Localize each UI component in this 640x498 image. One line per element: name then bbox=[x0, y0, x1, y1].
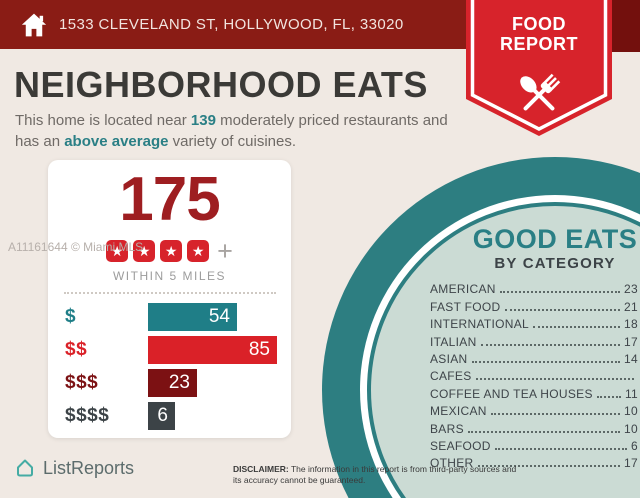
category-row: COFFEE AND TEA HOUSES 11 bbox=[430, 383, 638, 401]
category-leader bbox=[499, 291, 621, 294]
brand-name: ListReports bbox=[43, 457, 135, 478]
mls-watermark: A11161644 © Miami MLS bbox=[8, 240, 144, 254]
category-label: SEAFOOD bbox=[430, 438, 491, 453]
category-row: OTHER 17 bbox=[430, 453, 638, 470]
category-label: ASIAN bbox=[430, 351, 468, 366]
bar: 6 bbox=[148, 402, 175, 430]
category-value: 11 bbox=[624, 386, 638, 401]
category-label: OTHER bbox=[430, 456, 474, 471]
category-leader bbox=[480, 343, 621, 346]
restaurant-count-inline: 139 bbox=[190, 112, 216, 129]
disclaimer-text: The information in this report is from t… bbox=[233, 464, 517, 486]
bar-label: $$$ bbox=[65, 372, 99, 393]
category-row: SEAFOOD 6 bbox=[430, 436, 638, 453]
category-list: AMERICAN 23 FAST FOOD 21 INTERNATIONAL 18 ITAL… bbox=[430, 279, 638, 470]
category-label: COFFEE AND TEA HOUSES bbox=[430, 386, 593, 401]
bar-value: 85 bbox=[248, 339, 270, 360]
disclaimer-label: DISCLAIMER: bbox=[233, 464, 289, 474]
category-label: ITALIAN bbox=[430, 334, 477, 349]
category-leader bbox=[475, 378, 634, 381]
category-row: ITALIAN 17 bbox=[430, 331, 638, 349]
category-leader bbox=[504, 308, 621, 311]
bar-label: $ bbox=[65, 306, 77, 327]
category-label: FAST FOOD bbox=[430, 299, 501, 314]
plus-icon: + bbox=[217, 236, 233, 266]
bar: 23 bbox=[148, 369, 197, 397]
category-value: 21 bbox=[624, 299, 638, 314]
home-icon bbox=[21, 13, 47, 36]
star-icon: ★ bbox=[106, 240, 129, 262]
bar-row: $54 bbox=[65, 303, 291, 331]
category-row: AMERICAN 23 bbox=[430, 279, 638, 296]
category-label: CAFES bbox=[430, 369, 472, 384]
good-eats-title: GOOD EATS bbox=[472, 224, 638, 254]
brand-logo: ListReports bbox=[14, 457, 134, 479]
category-label: AMERICAN bbox=[430, 282, 496, 297]
header-address: 1533 CLEVELAND ST, HOLLYWOOD, FL, 33020 bbox=[59, 16, 404, 33]
bar-label: $$ bbox=[65, 339, 88, 360]
bar-label: $$$$ bbox=[65, 405, 110, 426]
star-icon: ★ bbox=[160, 240, 183, 262]
category-row: BARS 10 bbox=[430, 418, 638, 436]
price-bar-chart: $54 $$ 85 $$$ 23 $$$$ 6 bbox=[48, 303, 291, 430]
category-value: 10 bbox=[624, 404, 638, 419]
category-leader bbox=[533, 326, 621, 329]
page-subtitle: This home is located near 139 moderately… bbox=[15, 112, 448, 150]
category-label: INTERNATIONAL bbox=[430, 317, 530, 332]
page-title: NEIGHBORHOOD EATS bbox=[14, 64, 428, 105]
category-value: 23 bbox=[624, 282, 638, 297]
category-leader bbox=[596, 395, 621, 398]
ribbon-title-line1: FOOD bbox=[512, 14, 566, 34]
food-report-ribbon: FOOD REPORT bbox=[466, 0, 612, 136]
bar-value: 6 bbox=[157, 405, 168, 426]
radius-caption: WITHIN 5 MILES bbox=[112, 269, 226, 283]
category-leader bbox=[467, 430, 621, 433]
bar-value: 54 bbox=[208, 306, 230, 327]
star-icon: ★ bbox=[187, 240, 210, 262]
header-dark-corner bbox=[612, 0, 640, 52]
category-row: ASIAN 14 bbox=[430, 349, 638, 366]
house-outline-icon bbox=[17, 459, 33, 477]
category-label: MEXICAN bbox=[430, 404, 487, 419]
bar: 54 bbox=[148, 303, 237, 331]
bar-value: 23 bbox=[168, 372, 190, 393]
disclaimer: DISCLAIMER: The information in this repo… bbox=[233, 464, 521, 486]
category-leader bbox=[494, 447, 628, 450]
category-row: INTERNATIONAL 18 bbox=[430, 314, 638, 331]
bar-row: $$ 85 bbox=[65, 336, 291, 364]
category-row: MEXICAN 10 bbox=[430, 401, 638, 418]
summary-card: 175 ★ ★ ★ ★ + WITHIN 5 MILES $54 $$ 85 $$$ 23 $$$… bbox=[48, 160, 291, 438]
category-value: 6 bbox=[631, 438, 638, 453]
utensils-icon bbox=[520, 73, 561, 111]
category-value: 17 bbox=[624, 456, 638, 471]
variety-highlight: above average bbox=[64, 133, 169, 150]
category-leader bbox=[477, 465, 621, 468]
ribbon-title-line2: REPORT bbox=[500, 34, 578, 54]
category-value: 17 bbox=[624, 334, 638, 349]
restaurant-total: 175 bbox=[119, 165, 220, 234]
good-eats-subtitle: BY CATEGORY bbox=[494, 255, 616, 272]
bar-row: $$$ 23 bbox=[65, 369, 291, 397]
dotted-divider bbox=[63, 292, 276, 294]
bar-row: $$$$ 6 bbox=[65, 402, 291, 430]
category-label: BARS bbox=[430, 421, 464, 436]
category-value: 10 bbox=[624, 421, 638, 436]
star-icon: ★ bbox=[133, 240, 156, 262]
category-row: FAST FOOD 21 bbox=[430, 296, 638, 314]
category-value: 14 bbox=[624, 351, 638, 366]
category-value: 18 bbox=[624, 317, 638, 332]
star-rating: ★ ★ ★ ★ + bbox=[48, 236, 291, 266]
category-row: CAFES bbox=[430, 366, 638, 383]
category-leader bbox=[471, 360, 621, 363]
bar: 85 bbox=[148, 336, 277, 364]
category-leader bbox=[490, 413, 621, 416]
